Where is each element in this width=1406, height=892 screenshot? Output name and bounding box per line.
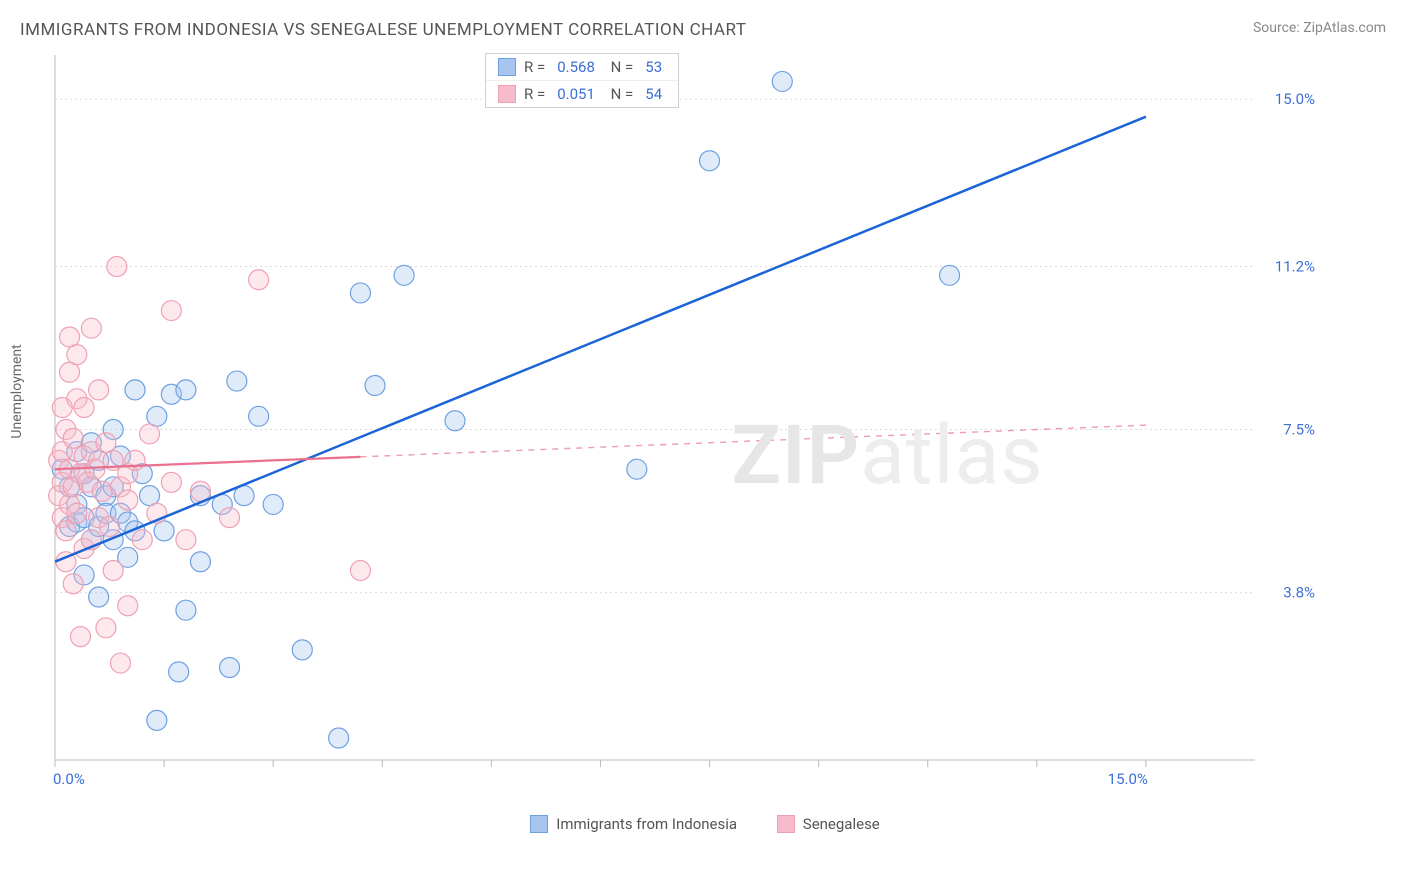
correlation-legend: R = 0.568 N = 53 R = 0.051 N = 54: [485, 53, 679, 108]
legend-label-senegalese: Senegalese: [803, 815, 880, 833]
svg-text:11.2%: 11.2%: [1275, 258, 1315, 276]
swatch-indonesia: [498, 58, 516, 76]
scatter-chart: 3.8% 7.5% 11.2% 15.0% 0.0% 15.0%: [45, 45, 1325, 805]
n-label: N =: [607, 58, 633, 76]
y-axis-label: Unemployment: [9, 344, 25, 438]
swatch-indonesia: [530, 815, 548, 833]
chart-title: IMMIGRANTS FROM INDONESIA VS SENEGALESE …: [20, 20, 746, 40]
svg-text:7.5%: 7.5%: [1283, 421, 1315, 439]
legend-row-indonesia: R = 0.568 N = 53: [486, 54, 678, 80]
chart-header: IMMIGRANTS FROM INDONESIA VS SENEGALESE …: [20, 20, 1386, 40]
n-label: N =: [607, 85, 633, 103]
r-label: R =: [524, 85, 545, 103]
plot-area: Unemployment ZIPatlas 3.8%7.5%11.2%15.0%…: [45, 45, 1365, 835]
r-label: R =: [524, 58, 545, 76]
legend-item-indonesia: Immigrants from Indonesia: [530, 815, 737, 833]
chart-source: Source: ZipAtlas.com: [1253, 20, 1386, 36]
source-prefix: Source:: [1253, 20, 1303, 36]
r-value-indonesia: 0.568: [553, 58, 599, 76]
swatch-senegalese: [498, 85, 516, 103]
series-legend: Immigrants from Indonesia Senegalese: [45, 815, 1365, 837]
svg-text:15.0%: 15.0%: [1275, 90, 1315, 108]
source-name: ZipAtlas.com: [1303, 20, 1386, 36]
legend-item-senegalese: Senegalese: [777, 815, 880, 833]
n-value-indonesia: 53: [641, 58, 666, 76]
n-value-senegalese: 54: [641, 85, 666, 103]
svg-text:3.8%: 3.8%: [1283, 584, 1315, 602]
legend-label-indonesia: Immigrants from Indonesia: [556, 815, 737, 833]
legend-row-senegalese: R = 0.051 N = 54: [486, 80, 678, 107]
r-value-senegalese: 0.051: [553, 85, 599, 103]
svg-text:15.0%: 15.0%: [1108, 770, 1148, 788]
swatch-senegalese: [777, 815, 795, 833]
svg-text:0.0%: 0.0%: [53, 770, 85, 788]
